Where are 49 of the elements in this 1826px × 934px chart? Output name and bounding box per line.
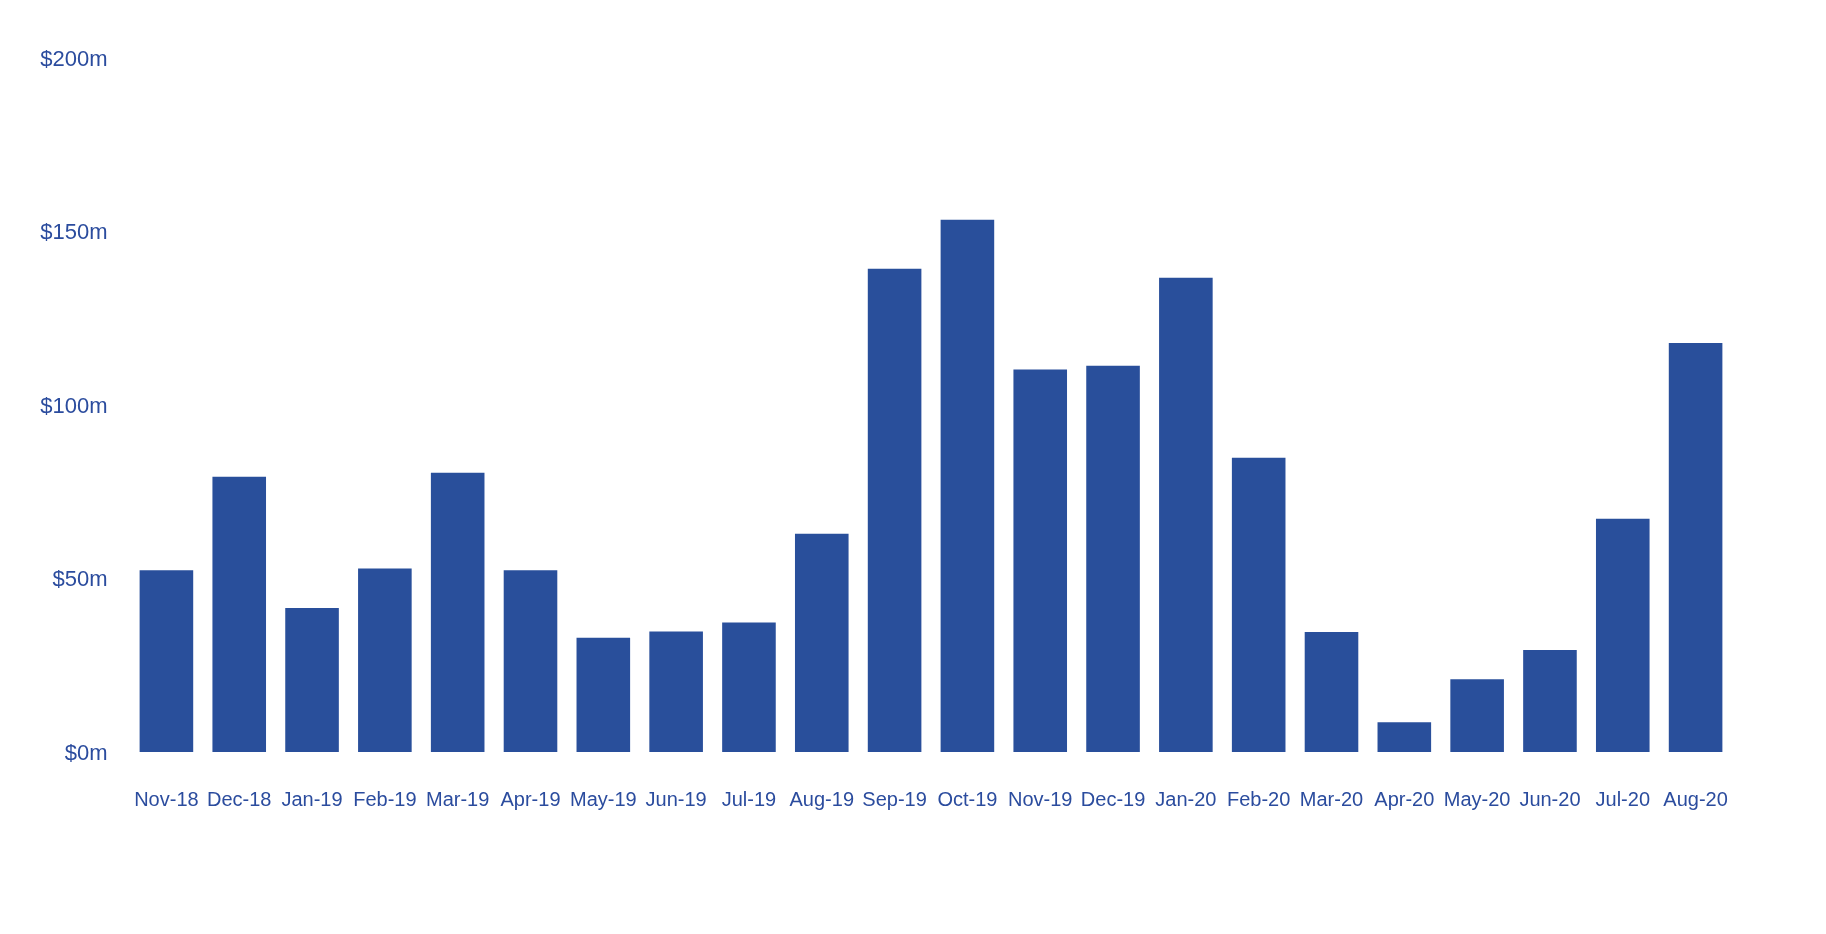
bar (794, 533, 849, 752)
bar (1450, 679, 1504, 752)
bar (1159, 277, 1213, 752)
x-tick-label: Jun-19 (645, 787, 707, 810)
x-tick-label: Jan-19 (281, 787, 343, 810)
bar (1595, 518, 1650, 752)
x-tick-label: Nov-18 (134, 787, 199, 810)
x-tick-label: May-19 (569, 787, 637, 810)
x-tick-label: Aug-20 (1663, 787, 1728, 810)
y-tick-label: $0m (64, 739, 108, 765)
x-tick-label: Mar-19 (426, 787, 490, 810)
bar (212, 476, 267, 752)
x-tick-label: Dec-19 (1080, 787, 1146, 810)
bar (430, 472, 485, 752)
x-tick-label: Nov-19 (1007, 787, 1073, 810)
y-tick-label: $100m (40, 392, 108, 418)
x-tick-label: Mar-20 (1299, 787, 1364, 810)
y-tick-label: $200m (40, 45, 108, 71)
x-tick-label: Dec-18 (206, 787, 272, 810)
bar (867, 268, 922, 752)
x-tick-label: Feb-19 (353, 787, 417, 810)
bar (1304, 631, 1359, 752)
bar (1231, 457, 1286, 752)
bar (285, 608, 339, 752)
bar (1086, 365, 1140, 752)
bar (1668, 342, 1723, 752)
x-tick-label: Jun-20 (1519, 787, 1581, 810)
x-tick-label: Jul-20 (1595, 787, 1651, 810)
bar (503, 570, 558, 752)
y-tick-label: $50m (52, 566, 108, 591)
x-tick-label: Aug-19 (789, 787, 855, 810)
y-tick-label: $150m (40, 219, 108, 244)
bar (1377, 722, 1432, 752)
x-tick-label: Jul-19 (721, 787, 777, 810)
bar (649, 631, 703, 752)
bar (358, 568, 412, 752)
bar (576, 637, 631, 752)
x-tick-label: May-20 (1443, 787, 1511, 810)
bar (1523, 649, 1577, 752)
x-tick-label: Jan-20 (1155, 787, 1217, 810)
x-tick-label: Oct-19 (937, 787, 998, 810)
bar (139, 570, 194, 752)
x-tick-label: Apr-19 (500, 787, 561, 810)
x-tick-label: Sep-19 (862, 787, 927, 810)
bar (940, 219, 995, 752)
bar (1013, 369, 1068, 752)
x-tick-label: Apr-20 (1374, 787, 1435, 810)
bar (722, 622, 776, 752)
x-tick-label: Feb-20 (1226, 787, 1291, 810)
